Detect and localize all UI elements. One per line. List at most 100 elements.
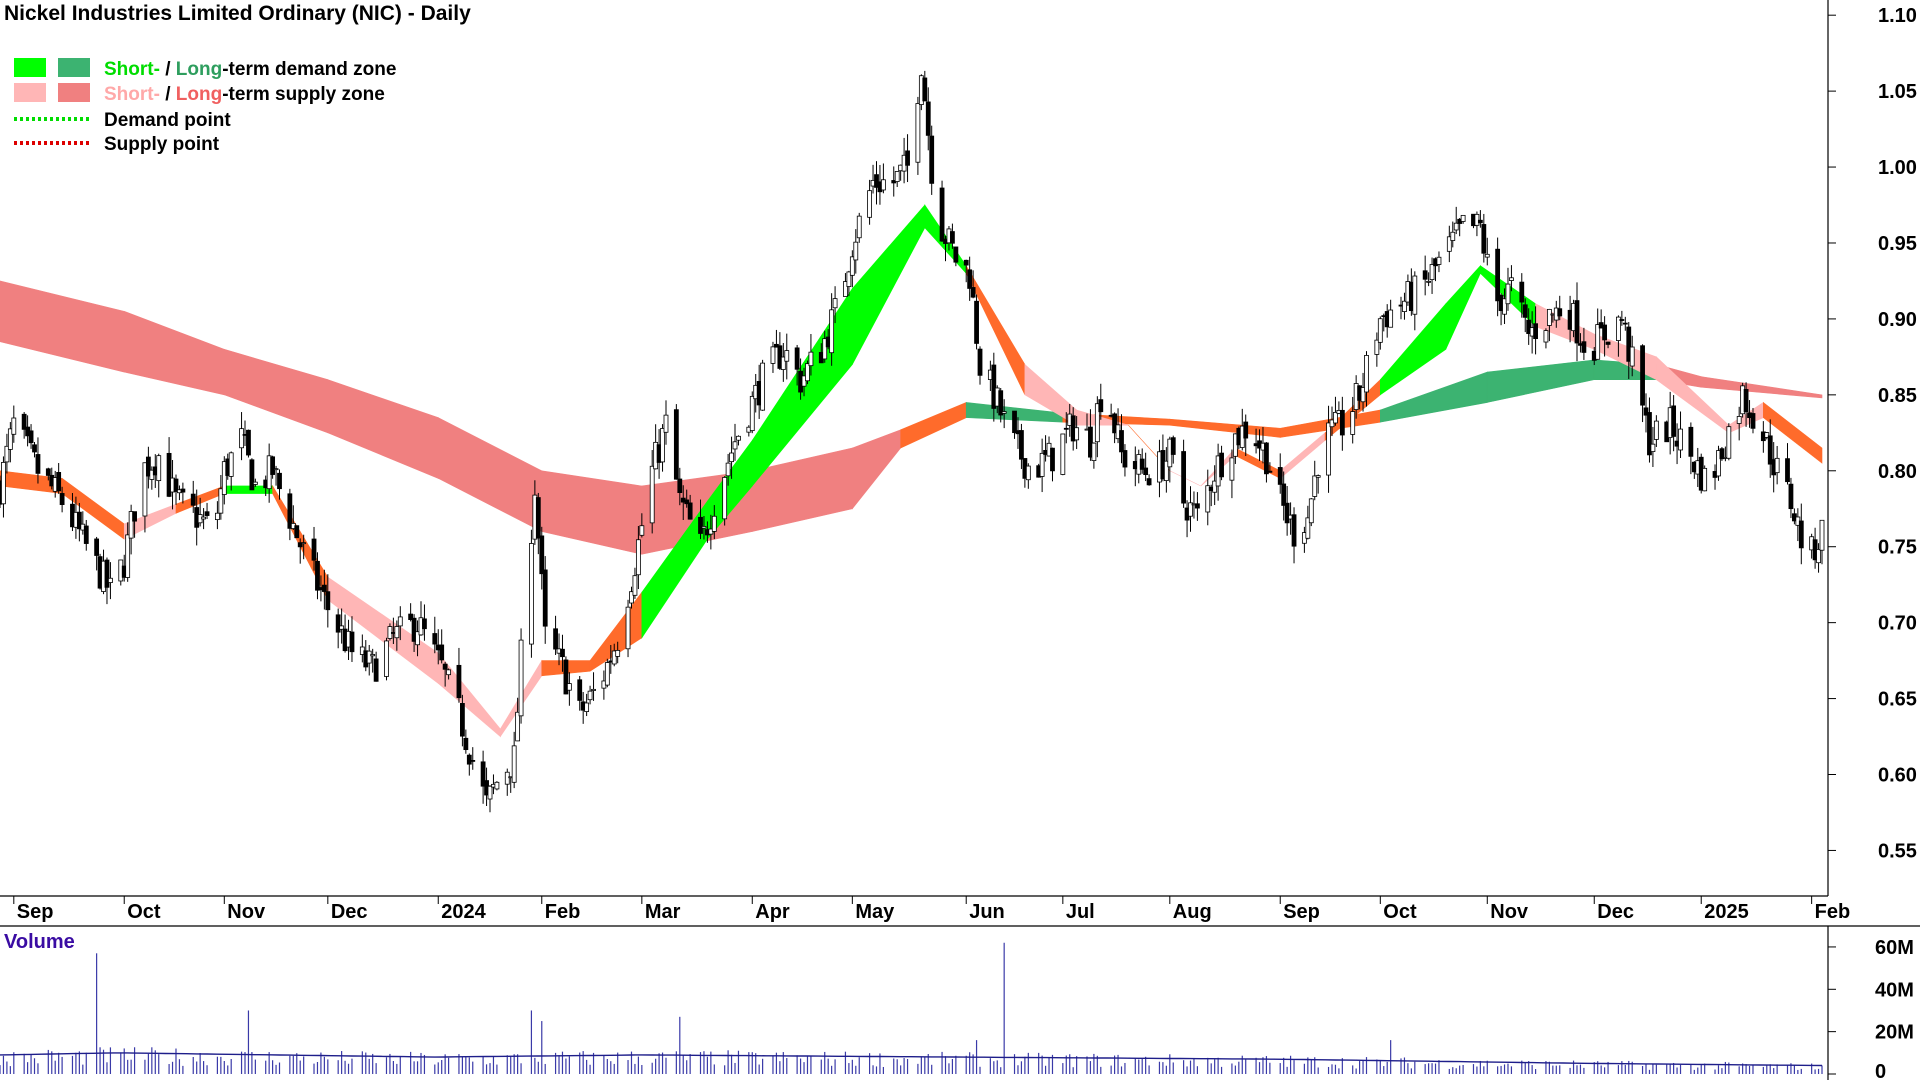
candle-body — [32, 444, 37, 453]
candle-body — [856, 215, 862, 239]
candle-body — [1060, 433, 1066, 475]
candle-body — [1, 462, 6, 505]
candle-body — [1678, 428, 1683, 451]
time-tick-label: Aug — [1173, 901, 1212, 923]
short-term-zone-segment — [1445, 264, 1481, 350]
candle-body — [59, 493, 65, 505]
legend: Short- / Long-term demand zone Short- / … — [14, 58, 396, 155]
candle-body — [577, 679, 583, 701]
long-term-zone-segment — [327, 379, 439, 479]
candle-body — [1195, 503, 1200, 509]
volume-title: Volume — [4, 931, 75, 953]
candle-body — [1350, 411, 1356, 435]
legend-supply-short-label: Short- — [104, 84, 160, 105]
candle-body — [663, 414, 669, 433]
candle-body — [1281, 483, 1287, 506]
candle-body — [1243, 421, 1249, 439]
candle-body — [1519, 281, 1525, 303]
candle-body — [1429, 264, 1435, 281]
candle-body — [1798, 520, 1804, 549]
candle-body — [466, 754, 472, 765]
candle-body — [1360, 387, 1366, 403]
long-term-zone-segment — [223, 348, 329, 434]
candle-body — [518, 639, 524, 717]
candle-body — [515, 711, 521, 742]
candle-body — [228, 452, 234, 477]
short-term-zone-segment — [437, 652, 501, 738]
candle-body — [415, 631, 420, 646]
candle-body — [649, 465, 655, 524]
long-term-zone-segment — [0, 280, 125, 373]
candle-body — [1546, 308, 1552, 326]
candle-body — [1205, 485, 1211, 513]
candle-body — [925, 101, 931, 136]
candle-body — [7, 428, 13, 450]
candle-body — [953, 246, 959, 263]
volume-tick-label: 0 — [1875, 1061, 1886, 1080]
candle-body — [1074, 427, 1080, 441]
volume-average-line — [0, 1052, 1823, 1067]
candle-body — [1326, 422, 1331, 476]
candle-body — [760, 362, 766, 411]
candle-body — [287, 493, 293, 529]
candle-body — [1315, 475, 1321, 478]
candle-body — [1063, 427, 1069, 430]
candle-body — [1647, 412, 1652, 456]
price-tick-label: 0.65 — [1878, 689, 1917, 711]
candle-body — [1050, 447, 1055, 472]
candle-body — [1374, 339, 1380, 355]
candle-body — [1025, 465, 1031, 481]
time-tick-label: Jul — [1066, 901, 1095, 923]
volume-layer: 0 20M 40M 60M — [0, 926, 1914, 1083]
legend-item-supply-zone: Short- / Long-term supply zone — [104, 84, 385, 105]
candle-body — [1543, 330, 1549, 343]
candle-body — [853, 241, 859, 261]
long-term-zone-segment — [1169, 418, 1281, 438]
legend-demand-sep: / — [160, 59, 176, 80]
candle-body — [21, 413, 27, 430]
candle-body — [1671, 405, 1677, 437]
short-term-zone-segment — [1235, 447, 1281, 479]
candle-body — [11, 417, 17, 435]
legend-swatch-short-supply — [14, 83, 46, 102]
time-tick-label: Feb — [545, 901, 581, 923]
candle-body — [439, 644, 445, 661]
legend-demand-long-label: Long — [176, 59, 222, 80]
candle-body — [1267, 470, 1273, 473]
candle-body — [698, 516, 703, 534]
candle-body — [384, 640, 389, 677]
candle-body — [794, 347, 800, 370]
price-tick-label: 0.90 — [1878, 309, 1917, 331]
candle-body — [970, 287, 976, 298]
time-tick-label: Jun — [969, 901, 1005, 923]
price-tick-label: 0.70 — [1878, 613, 1917, 635]
candle-body — [1619, 319, 1625, 321]
candle-body — [108, 577, 113, 583]
candle-body — [687, 502, 693, 520]
candle-body — [1284, 502, 1290, 524]
long-term-zone-segment — [541, 470, 643, 555]
candle-body — [1143, 467, 1149, 476]
candle-body — [1112, 413, 1117, 434]
candle-body — [1702, 467, 1708, 492]
time-tick-label: May — [855, 901, 895, 923]
candle-body — [604, 662, 610, 686]
legend-supply-long-label: Long — [176, 84, 222, 105]
candle-body — [1774, 457, 1780, 474]
candle-body — [125, 534, 131, 578]
candle-body — [190, 493, 196, 506]
candle-body — [1001, 411, 1007, 414]
candle-body — [460, 703, 465, 737]
candle-body — [1505, 283, 1511, 305]
candle-body — [1526, 319, 1532, 334]
candle-body — [1602, 324, 1608, 341]
candle-body — [204, 511, 210, 516]
candle-body — [749, 395, 755, 432]
candle-body — [422, 618, 427, 630]
long-term-zone-segment — [900, 401, 967, 449]
price-tick-label: 0.55 — [1878, 840, 1917, 862]
candle-body — [1094, 403, 1100, 443]
candle-body — [829, 309, 835, 354]
candle-body — [1436, 256, 1442, 265]
candle-body — [963, 259, 969, 266]
